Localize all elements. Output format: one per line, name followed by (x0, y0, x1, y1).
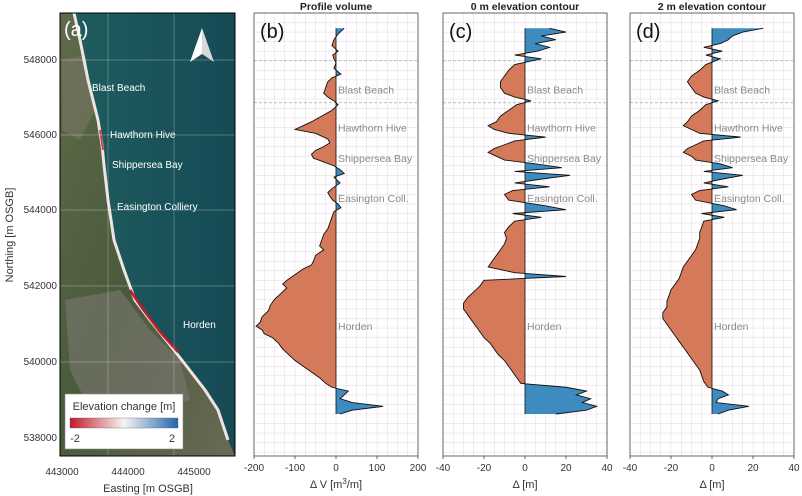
x-axis-label: Δ V [m3/m] (310, 477, 362, 491)
location-label: Shippersea Bay (714, 153, 789, 165)
map-ytick: 542000 (24, 281, 58, 292)
legend-max: 2 (169, 433, 175, 445)
map-xtick: 445000 (177, 467, 211, 478)
profile-line (255, 27, 384, 415)
location-label: Blast Beach (714, 84, 770, 96)
map-ylabel: Northing [m OSGB] (4, 188, 16, 283)
map-ytick: 544000 (24, 205, 58, 216)
location-label: Blast Beach (527, 84, 583, 96)
erosion-area (662, 28, 712, 414)
map-frame (59, 12, 236, 457)
map-xlabel: Easting [m OSGB] (103, 483, 193, 495)
map-location-label: Easington Colliery (117, 202, 198, 213)
map-panel-letter: (a) (64, 19, 88, 41)
map-coastline-change (72, 12, 230, 441)
map-location-label: Shippersea Bay (112, 160, 183, 171)
x-tick-label: 40 (601, 463, 613, 474)
panel-letter: (c) (449, 21, 472, 43)
location-label: Horden (527, 321, 562, 333)
map-ytick: 546000 (24, 130, 58, 141)
map-ytick: 540000 (24, 357, 58, 368)
map-ytick: 548000 (24, 55, 58, 66)
legend-title: Elevation change [m] (73, 401, 176, 413)
x-tick-label: -20 (664, 463, 679, 474)
map-location-label: Hawthorn Hive (110, 130, 176, 141)
location-label: Easington Coll. (527, 193, 598, 205)
chart-panel-0m-contour: 0 m elevation contour (c) Blast Beach Hawth… (436, 1, 613, 491)
profile-line (463, 27, 599, 415)
map-urban-patch (65, 290, 190, 420)
x-tick-label: -40 (623, 463, 638, 474)
x-tick-label: -100 (285, 463, 305, 474)
profile-line (662, 27, 764, 415)
panel-letter: (b) (260, 21, 284, 43)
map-erosion-segment-2 (99, 129, 104, 151)
chart-title: Profile volume (300, 1, 373, 13)
map-panel: Elevation change [m] -2 2 (a) Blast Beac… (4, 12, 236, 495)
x-axis-label: Δ [m] (699, 479, 724, 491)
legend-colorbar (69, 417, 179, 429)
map-xtick: 444000 (111, 467, 145, 478)
x-tick-label: 40 (788, 463, 800, 474)
x-tick-label: 20 (560, 463, 572, 474)
location-label: Horden (714, 321, 749, 333)
panel-letter: (d) (636, 21, 660, 43)
map-ytick: 538000 (24, 433, 58, 444)
x-axis-label: Δ [m] (512, 479, 537, 491)
map-graticule (60, 13, 235, 456)
elevation-legend: Elevation change [m] -2 2 (64, 393, 184, 450)
map-erosion-segment (128, 289, 179, 353)
location-label: Shippersea Bay (527, 153, 602, 165)
x-tick-label: -200 (244, 463, 264, 474)
x-tick-label: 100 (369, 463, 386, 474)
erosion-area (463, 28, 525, 414)
legend-min: -2 (70, 433, 80, 445)
location-label: Hawthorn Hive (527, 123, 596, 135)
x-tick-label: 0 (522, 463, 528, 474)
map-location-label: Blast Beach (92, 83, 145, 94)
x-tick-label: 0 (709, 463, 715, 474)
map-location-label: Horden (183, 320, 216, 331)
x-tick-label: -20 (477, 463, 492, 474)
location-label: Horden (338, 321, 373, 333)
chart-title: 0 m elevation contour (471, 1, 580, 13)
x-tick-label: 20 (747, 463, 759, 474)
chart-panel-volume: Profile volume (b) Blast Beach Hawthorn Hiv… (244, 1, 427, 491)
erosion-area (256, 28, 336, 414)
location-label: Easington Coll. (714, 193, 785, 205)
location-label: Hawthorn Hive (338, 123, 407, 135)
chart-panel-2m-contour: 2 m elevation contour (d) Blast Beach Hawth… (623, 1, 800, 491)
x-tick-label: 200 (410, 463, 427, 474)
location-label: Hawthorn Hive (714, 123, 783, 135)
location-label: Shippersea Bay (338, 153, 413, 165)
x-tick-label: -40 (436, 463, 451, 474)
location-label: Easington Coll. (338, 193, 409, 205)
location-label: Blast Beach (338, 84, 394, 96)
chart-title: 2 m elevation contour (658, 1, 767, 13)
x-tick-label: 0 (333, 463, 339, 474)
map-xtick: 443000 (45, 467, 79, 478)
north-arrow-icon (190, 28, 214, 62)
